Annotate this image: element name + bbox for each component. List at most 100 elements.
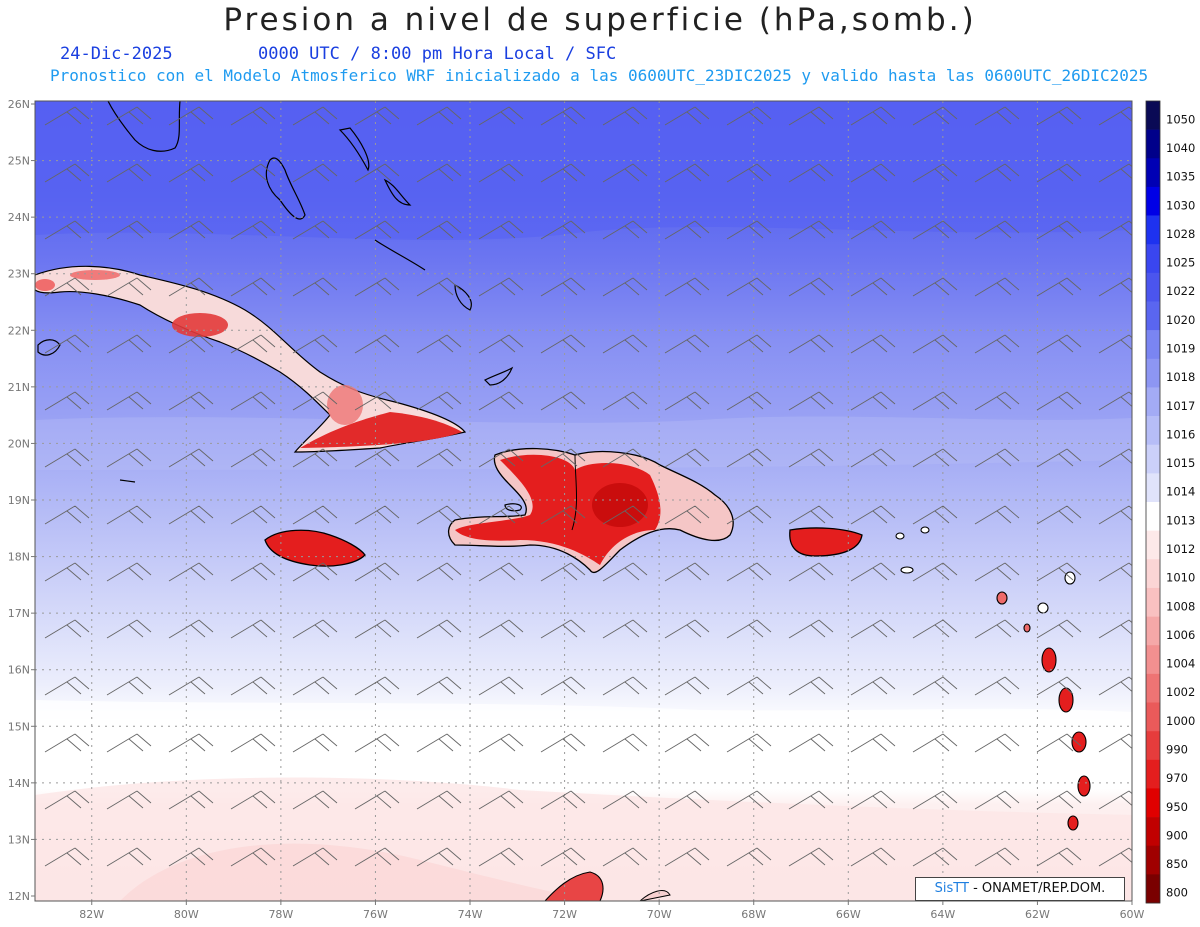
wind-barb: [230, 163, 276, 183]
colorbar-label: 800: [1166, 886, 1188, 900]
wind-barb: [230, 619, 276, 639]
wind-barb: [292, 334, 338, 354]
wind-barb: [540, 676, 586, 696]
wind-barb: [106, 790, 152, 810]
wind-barb: [726, 676, 772, 696]
wind-barb: [478, 334, 524, 354]
colorbar-swatch: [1146, 158, 1160, 188]
wind-barb: [1098, 790, 1132, 810]
colorbar-swatch: [1146, 559, 1160, 589]
lon-label: 60W: [1120, 908, 1145, 921]
wind-barb: [540, 562, 586, 582]
colorbar-swatch: [1146, 129, 1160, 159]
wind-barb: [416, 163, 462, 183]
wind-barb: [1098, 220, 1132, 240]
credit-text: - ONAMET/REP.DOM.: [968, 881, 1106, 896]
wind-barb: [416, 106, 462, 126]
lesser-antilles: [895, 526, 1091, 831]
wind-barb: [1098, 676, 1132, 696]
wind-barb: [230, 676, 276, 696]
wind-barb: [788, 163, 834, 183]
wind-barb: [540, 220, 586, 240]
colorbar-label: 1020: [1166, 313, 1195, 327]
wind-barb: [664, 106, 710, 126]
wind-barb: [540, 106, 586, 126]
wind-barb: [416, 619, 462, 639]
wind-barb: [726, 163, 772, 183]
lat-label: 16N: [8, 664, 30, 677]
wind-barb: [1098, 391, 1132, 411]
colorbar-label: 1025: [1166, 256, 1195, 270]
wind-barb: [354, 163, 400, 183]
wind-barb: [44, 163, 90, 183]
lat-label: 23N: [8, 268, 30, 281]
wind-barb: [602, 790, 648, 810]
colorbar-label: 1040: [1166, 141, 1195, 155]
wind-barb: [1036, 391, 1082, 411]
lon-label: 74W: [458, 908, 483, 921]
wind-barb: [478, 106, 524, 126]
wind-barb: [664, 676, 710, 696]
wind-barb: [416, 448, 462, 468]
lat-label: 17N: [8, 607, 30, 620]
colorbar-label: 1008: [1166, 599, 1195, 613]
wind-barb: [1098, 562, 1132, 582]
wind-barb: [1098, 163, 1132, 183]
wind-barb: [292, 847, 338, 867]
wind-barb: [292, 163, 338, 183]
wind-barb: [664, 391, 710, 411]
colorbar-swatch: [1146, 587, 1160, 617]
wind-barb: [416, 334, 462, 354]
lon-label: 70W: [647, 908, 672, 921]
wind-barb: [478, 562, 524, 582]
wind-barb: [540, 790, 586, 810]
wind-barb: [1036, 106, 1082, 126]
wind-barb: [168, 505, 214, 525]
wind-barb: [602, 220, 648, 240]
wind-barb: [106, 448, 152, 468]
wind-barb: [726, 562, 772, 582]
wind-barb: [912, 220, 958, 240]
wind-barb: [354, 220, 400, 240]
wind-barb: [788, 505, 834, 525]
colorbar-swatch: [1146, 444, 1160, 474]
lat-label: 14N: [8, 777, 30, 790]
wind-barbs: [44, 106, 1132, 867]
lat-label: 15N: [8, 720, 30, 733]
northern-islands: [37, 101, 522, 512]
wind-barb: [478, 505, 524, 525]
colorbar-label: 950: [1166, 800, 1188, 814]
wind-barb: [912, 562, 958, 582]
colorbar-swatch: [1146, 387, 1160, 417]
wind-barb: [1098, 277, 1132, 297]
wind-barb: [726, 790, 772, 810]
wind-barb: [664, 847, 710, 867]
wind-barb: [1036, 163, 1082, 183]
wind-barb: [912, 334, 958, 354]
map-title: Presion a nivel de superficie (hPa,somb.…: [223, 2, 977, 38]
wind-barb: [168, 733, 214, 753]
wind-barb: [602, 847, 648, 867]
colorbar-label: 1016: [1166, 427, 1195, 441]
wind-barb: [974, 505, 1020, 525]
wind-barb: [44, 790, 90, 810]
colorbar-label: 1014: [1166, 485, 1195, 499]
wind-barb: [354, 106, 400, 126]
wind-barb: [354, 562, 400, 582]
wind-barb: [292, 448, 338, 468]
forecast-date: 24-Dic-2025: [60, 44, 173, 64]
wind-barb: [106, 733, 152, 753]
wind-barb: [230, 847, 276, 867]
lon-label: 72W: [552, 908, 577, 921]
pressure-field: [35, 101, 1132, 901]
wind-barb: [292, 220, 338, 240]
colorbar-label: 1017: [1166, 399, 1195, 413]
wind-barb: [292, 790, 338, 810]
lat-label: 20N: [8, 437, 30, 450]
wind-barb: [230, 505, 276, 525]
wind-barb: [168, 562, 214, 582]
wind-barb: [788, 619, 834, 639]
colorbar-label: 1012: [1166, 542, 1195, 556]
wind-barb: [850, 562, 896, 582]
wind-barb: [850, 220, 896, 240]
